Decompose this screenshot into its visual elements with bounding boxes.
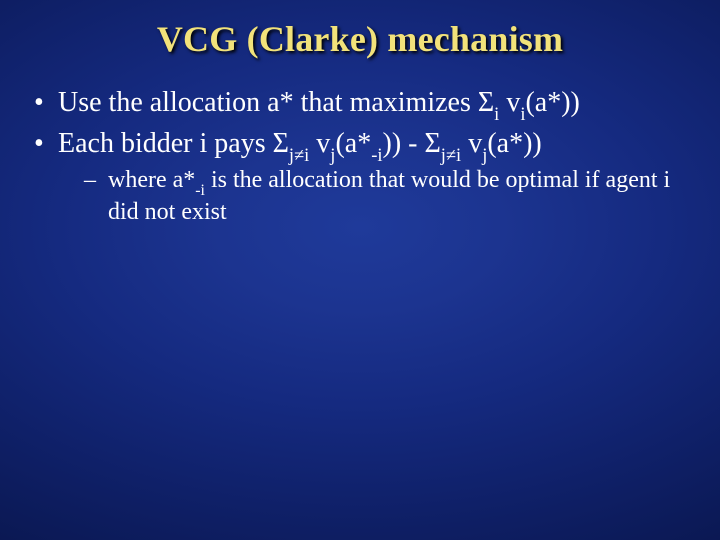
bullet-1-text-c: (a*)) [525, 87, 579, 118]
slide-title: VCG (Clarke) mechanism [28, 18, 692, 60]
sub-bullet-list: where a*-i is the allocation that would … [58, 166, 688, 227]
bullet-1-text-a: Use the allocation a* that maximizes Σ [58, 87, 494, 118]
bullet-2-text-e: v [461, 128, 482, 159]
bullet-2-sub-2: j [330, 145, 335, 165]
sub-bullet-1-text-a: where a* [108, 167, 195, 193]
bullet-2-sub-4: j≠i [441, 145, 461, 165]
bullet-2-text-b: v [309, 128, 330, 159]
bullet-2-text-f: (a*)) [487, 128, 541, 159]
bullet-1-text-b: v [499, 87, 520, 118]
bullet-2-sub-3: -i [371, 145, 382, 165]
bullet-1: Use the allocation a* that maximizes Σi … [32, 86, 688, 123]
bullet-2-text-a: Each bidder i pays Σ [58, 128, 289, 159]
bullet-1-sub-1: i [494, 104, 499, 124]
bullet-2-text-c: (a* [335, 128, 371, 159]
bullet-1-sub-2: i [520, 104, 525, 124]
bullet-2-text-d: )) - Σ [383, 128, 441, 159]
bullet-2-sub-1: j≠i [289, 145, 309, 165]
bullet-2-sub-5: j [482, 145, 487, 165]
slide: VCG (Clarke) mechanism Use the allocatio… [0, 0, 720, 540]
bullet-list: Use the allocation a* that maximizes Σi … [28, 86, 692, 228]
bullet-2: Each bidder i pays Σj≠i vj(a*-i)) - Σj≠i… [32, 127, 688, 228]
sub-bullet-1: where a*-i is the allocation that would … [84, 166, 688, 227]
sub-bullet-1-sub-1: -i [195, 182, 205, 199]
